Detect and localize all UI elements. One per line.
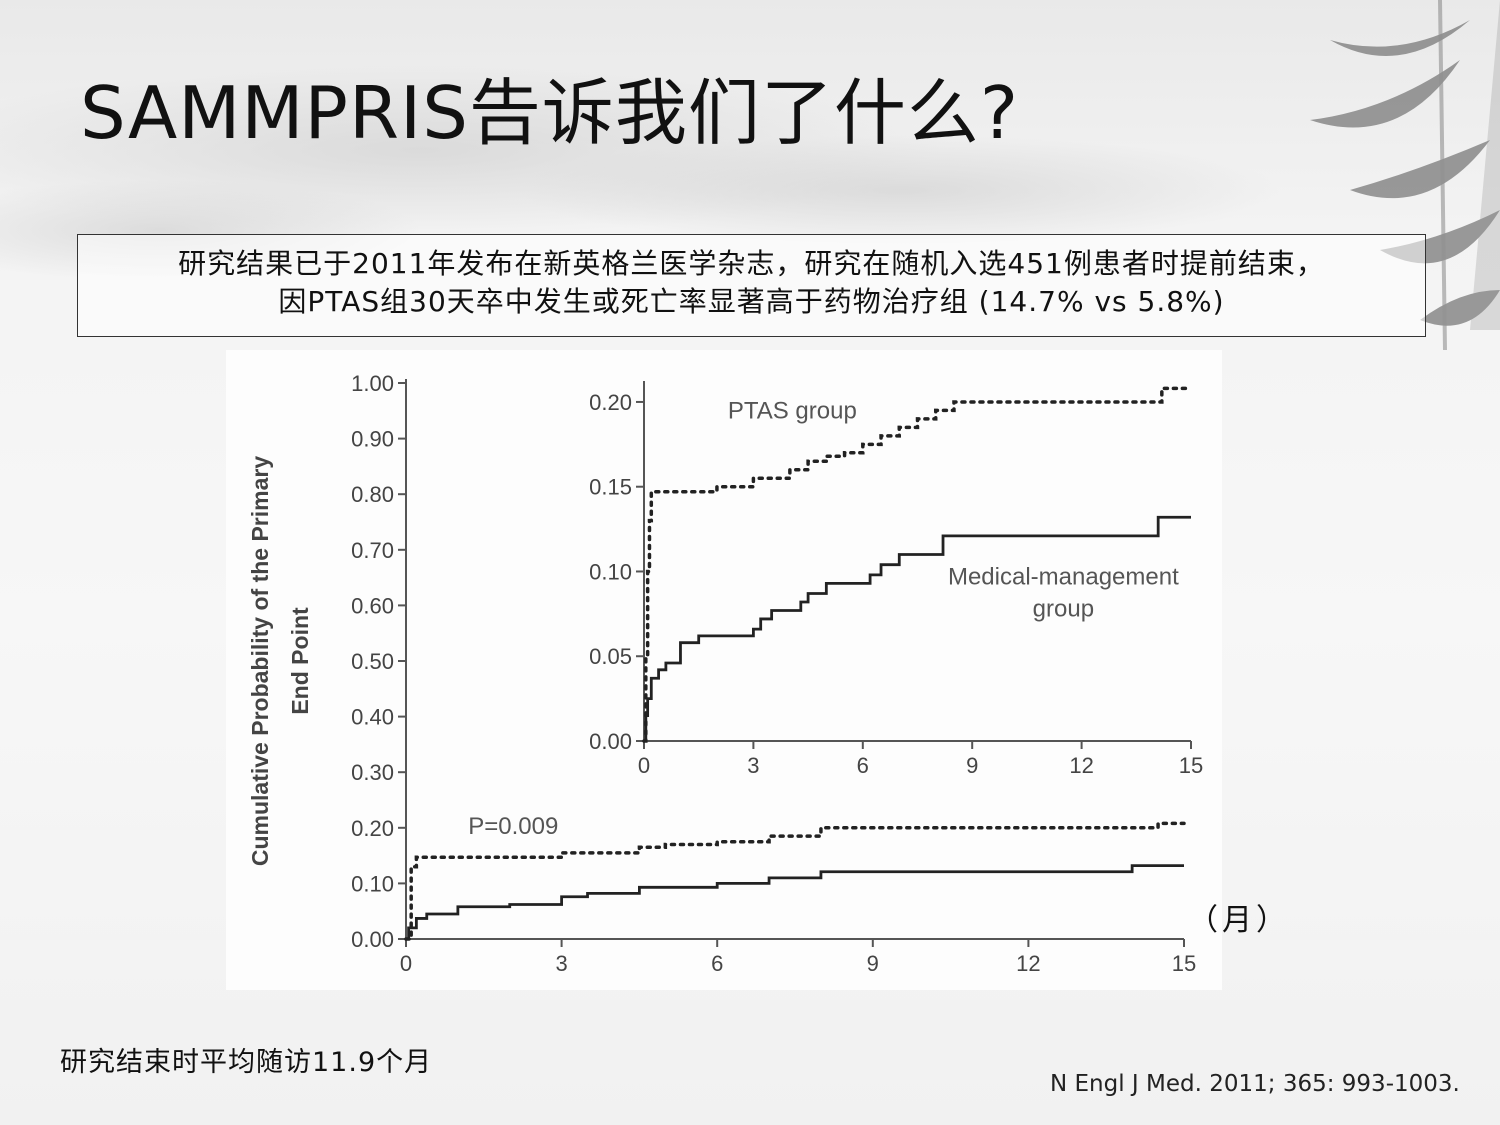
main-y-tick-label: 0.00 xyxy=(351,927,394,952)
main-x-tick-label: 15 xyxy=(1172,951,1196,976)
inset-x-tick-label: 12 xyxy=(1069,753,1093,778)
legend-medical-management-line-1: Medical-management xyxy=(948,564,1179,591)
inset-y-tick-label: 0.15 xyxy=(589,475,632,500)
summary-line-1: 研究结果已于2011年发布在新英格兰医学杂志，研究在随机入选451例患者时提前结… xyxy=(178,247,1325,280)
bamboo-decoration xyxy=(1310,0,1500,351)
legend-ptas-group: PTAS group xyxy=(728,397,857,424)
main-y-tick-label: 0.20 xyxy=(351,816,394,841)
main-y-tick-label: 0.80 xyxy=(351,482,394,507)
main-y-tick-label: 1.00 xyxy=(351,371,394,396)
followup-note: 研究结束时平均随访11.9个月 xyxy=(60,1047,433,1078)
summary-box: 研究结果已于2011年发布在新英格兰医学杂志，研究在随机入选451例患者时提前结… xyxy=(77,234,1426,337)
inset-x-tick-label: 15 xyxy=(1179,753,1203,778)
inset-x-tick-label: 3 xyxy=(747,753,759,778)
main-series-ptas-line xyxy=(404,821,1186,941)
main-y-tick-label: 0.70 xyxy=(351,538,394,563)
x-axis-unit-label: （月） xyxy=(1188,903,1290,938)
inset-series-medical-line xyxy=(644,515,1191,743)
inset-series-ptas-line xyxy=(642,386,1193,743)
citation: N Engl J Med. 2011; 365: 993-1003. xyxy=(1050,1071,1460,1097)
main-y-tick-label: 0.40 xyxy=(351,705,394,730)
main-chart: 0.00 0.10 0.20 0.30 0.40 0.50 0.60 0.70 0.80 0.90… xyxy=(247,371,1196,976)
inset-chart: 0.00 0.05 0.10 0.15 0.20 0 3 6 9 12 15 PTAS group Me… xyxy=(589,381,1203,778)
inset-y-tick-label: 0.05 xyxy=(589,644,632,669)
main-x-tick-label: 12 xyxy=(1016,951,1040,976)
main-x-tick-label: 9 xyxy=(867,951,879,976)
p-value-annotation: P=0.009 xyxy=(468,813,558,840)
inset-y-tick-label: 0.10 xyxy=(589,559,632,584)
chart-panel: 0.00 0.10 0.20 0.30 0.40 0.50 0.60 0.70 0.80 0.90… xyxy=(226,350,1222,990)
main-y-axis-label-line-1: Cumulative Probability of the Primary xyxy=(247,456,273,866)
main-y-tick-label: 0.90 xyxy=(351,427,394,452)
kaplan-meier-chart: 0.00 0.10 0.20 0.30 0.40 0.50 0.60 0.70 0.80 0.90… xyxy=(247,371,1203,976)
main-x-tick-label: 6 xyxy=(711,951,723,976)
inset-y-tick-label: 0.00 xyxy=(589,729,632,754)
main-x-tick-label: 0 xyxy=(400,951,412,976)
inset-y-tick-label: 0.20 xyxy=(589,390,632,415)
inset-x-tick-label: 6 xyxy=(857,753,869,778)
main-y-tick-label: 0.30 xyxy=(351,760,394,785)
main-y-axis-label-line-2: End Point xyxy=(287,607,313,715)
slide-title: SAMMPRIS告诉我们了什么? xyxy=(80,71,1020,155)
main-x-tick-label: 3 xyxy=(555,951,567,976)
main-y-tick-label: 0.50 xyxy=(351,649,394,674)
inset-x-tick-label: 9 xyxy=(966,753,978,778)
main-series-medical-line xyxy=(406,864,1184,941)
legend-medical-management-line-2: group xyxy=(1033,596,1094,623)
main-y-tick-label: 0.60 xyxy=(351,593,394,618)
inset-x-tick-label: 0 xyxy=(638,753,650,778)
summary-line-2: 因PTAS组30天卒中发生或死亡率显著高于药物治疗组 (14.7% vs 5.8… xyxy=(278,285,1225,318)
main-y-tick-label: 0.10 xyxy=(351,871,394,896)
